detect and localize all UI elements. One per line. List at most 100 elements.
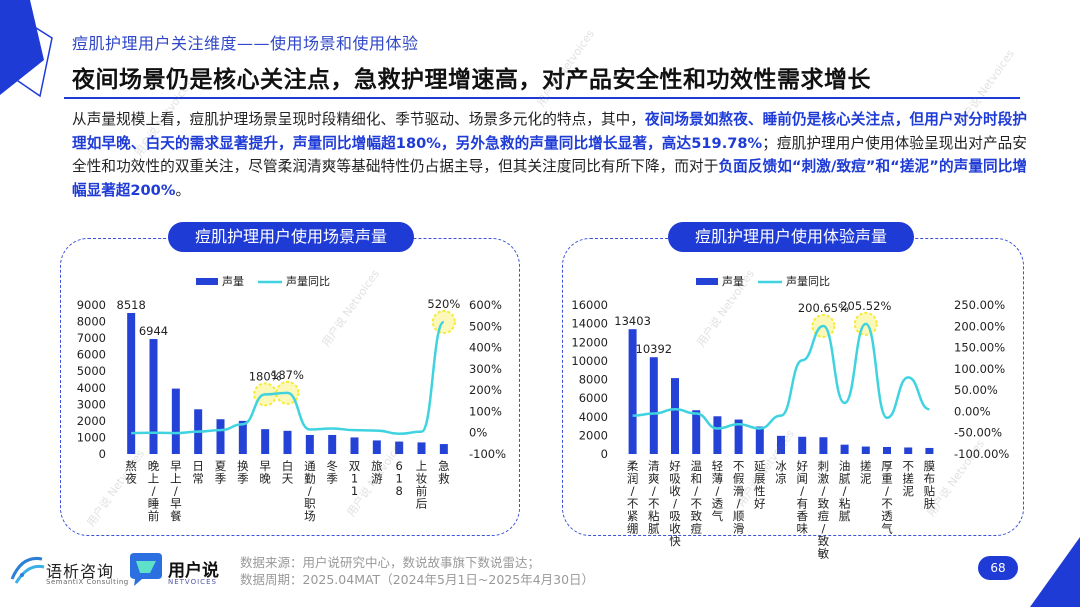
data-label: 180% — [249, 369, 282, 383]
x-category-label: / — [843, 484, 847, 498]
summary-paragraph: 从声量规模上看，痘肌护理场景呈现时段精细化、季节驱动、场景多元化的特点，其中，夜… — [72, 108, 1027, 202]
netvoices-logo-sub: NETVOICES — [168, 578, 217, 586]
x-category-label: 温 — [690, 459, 702, 473]
x-category-label: 夜 — [125, 472, 137, 486]
x-category-label: 闻 — [796, 472, 808, 486]
y-right-tick-label: 300% — [469, 362, 502, 376]
y-right-tick-label: 150.00% — [954, 341, 1005, 355]
x-category-label: 激 — [818, 472, 830, 486]
x-category-label: 不 — [690, 497, 702, 511]
x-category-label: 轻 — [712, 459, 724, 473]
x-category-label: 前 — [148, 509, 160, 523]
data-label: 200.65% — [798, 301, 849, 315]
y-right-tick-label: 200% — [469, 383, 502, 397]
bar — [439, 444, 448, 454]
y-left-tick-label: 1000 — [77, 430, 106, 444]
x-category-label: 和 — [690, 472, 702, 486]
x-category-label: 冬 — [326, 459, 338, 473]
x-category-label: / — [152, 484, 156, 498]
x-category-label: 痘 — [690, 522, 702, 536]
y-right-tick-label: 500% — [469, 319, 502, 333]
x-category-label: 餐 — [170, 509, 182, 523]
title-divider — [64, 97, 1020, 99]
x-category-label: / — [652, 484, 656, 498]
y-left-tick-label: 6000 — [579, 391, 608, 405]
x-category-label: 滑 — [733, 522, 745, 536]
bar — [417, 442, 426, 454]
y-left-tick-label: 16000 — [571, 298, 608, 312]
legend-bar-label: 声量 — [722, 274, 744, 288]
y-right-tick-label: 250.00% — [954, 298, 1005, 312]
data-label: 8518 — [117, 298, 146, 312]
x-category-label: 粘 — [839, 497, 851, 511]
x-category-label: 晚 — [259, 472, 271, 486]
bar — [777, 435, 785, 454]
legend-bar-swatch — [196, 278, 218, 285]
x-category-label: 冰 — [775, 459, 787, 473]
bar — [671, 378, 679, 454]
x-category-label: 上 — [416, 459, 428, 473]
x-category-label: 重 — [881, 472, 893, 486]
x-category-label: 清 — [648, 459, 660, 473]
y-right-tick-label: -100.00% — [954, 447, 1009, 461]
y-left-tick-label: 0 — [601, 447, 608, 461]
x-category-label: 后 — [416, 497, 428, 511]
y-left-tick-label: 2000 — [77, 414, 106, 428]
y-right-tick-label: -50.00% — [954, 426, 1002, 440]
x-category-label: 不 — [648, 497, 660, 511]
x-category-label: 薄 — [712, 472, 724, 486]
x-category-label: 致 — [690, 509, 702, 523]
x-category-label: 膜 — [924, 459, 936, 473]
x-category-label: 双 — [349, 459, 361, 473]
bar — [350, 437, 359, 454]
x-category-label: 早 — [170, 459, 182, 473]
summary-text: 。 — [175, 181, 191, 199]
x-category-label: 好 — [669, 459, 681, 473]
bar — [305, 434, 314, 454]
legend-line-label: 声量同比 — [286, 274, 330, 288]
x-category-label: 日 — [192, 459, 204, 473]
x-category-label: 气 — [712, 509, 724, 523]
bar — [819, 437, 828, 454]
bar — [171, 388, 180, 454]
x-category-label: 搓 — [860, 459, 872, 473]
y-left-tick-label: 7000 — [77, 331, 106, 345]
corner-decoration-right — [1030, 537, 1080, 607]
x-category-label: / — [715, 484, 719, 498]
x-category-label: 通 — [304, 459, 316, 473]
x-category-label: 敏 — [818, 547, 830, 561]
bar — [798, 436, 807, 454]
x-category-label: 柔 — [627, 459, 639, 473]
x-category-label: 8 — [396, 484, 403, 498]
x-category-label: 布 — [924, 472, 936, 486]
x-category-label: 职 — [304, 497, 316, 511]
x-category-label: 腻 — [839, 509, 851, 523]
x-category-label: 6 — [396, 459, 403, 473]
y-left-tick-label: 12000 — [571, 335, 608, 349]
y-right-tick-label: 600% — [469, 298, 502, 312]
x-category-label: 凉 — [775, 472, 787, 486]
x-category-label: / — [174, 484, 178, 498]
y-right-tick-label: -100% — [469, 447, 506, 461]
x-category-label: 致 — [818, 497, 830, 511]
x-category-label: 透 — [712, 497, 724, 511]
x-category-label: / — [308, 484, 312, 498]
x-category-label: 绷 — [627, 522, 639, 536]
x-category-label: 常 — [192, 472, 204, 486]
x-category-label: 假 — [733, 472, 745, 486]
data-label: 520% — [427, 297, 460, 311]
x-category-label: 肤 — [924, 497, 936, 511]
x-category-label: 1 — [396, 472, 403, 486]
x-category-label: 好 — [754, 497, 766, 511]
x-category-label: 上 — [170, 472, 182, 486]
bar — [395, 441, 404, 454]
bar — [649, 357, 658, 454]
bar — [127, 312, 136, 454]
x-category-label: 好 — [796, 459, 808, 473]
y-left-tick-label: 3000 — [77, 397, 106, 411]
x-category-label: 1 — [351, 472, 358, 486]
y-right-tick-label: 0% — [469, 426, 487, 440]
y-left-tick-label: 4000 — [579, 410, 608, 424]
x-category-label: 熬 — [125, 459, 137, 473]
legend-line-label: 声量同比 — [786, 274, 830, 288]
